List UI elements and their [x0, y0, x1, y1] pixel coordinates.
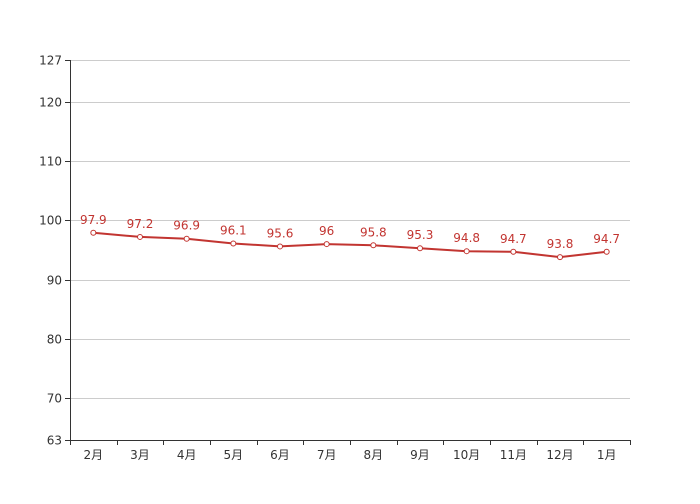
- data-label: 97.2: [127, 217, 154, 231]
- y-tick-label: 127: [39, 54, 62, 68]
- series-line: [93, 231, 607, 259]
- data-label: 96.9: [173, 219, 200, 233]
- y-tick-label: 63: [47, 434, 62, 448]
- y-tick-label: 120: [39, 96, 62, 110]
- data-label: 96: [319, 224, 334, 238]
- x-tick-label: 6月: [270, 448, 290, 462]
- y-tick-label: 70: [47, 392, 62, 406]
- y-tick-label: 80: [47, 333, 62, 347]
- data-point: [90, 229, 97, 236]
- data-point: [230, 240, 237, 247]
- data-label: 94.7: [500, 232, 527, 246]
- data-point: [417, 245, 423, 252]
- gridlines: [70, 60, 630, 399]
- data-point: [137, 233, 143, 240]
- data-point: [603, 248, 610, 255]
- x-tick-label: 10月: [453, 448, 480, 462]
- data-label: 95.6: [267, 226, 294, 240]
- y-tick-label: 100: [39, 214, 62, 228]
- data-point: [370, 242, 377, 249]
- data-label: 97.9: [80, 213, 107, 227]
- x-tick-label: 5月: [224, 448, 244, 462]
- data-point: [463, 248, 470, 255]
- x-tick-label: 11月: [500, 448, 527, 462]
- data-label: 94.8: [453, 231, 480, 245]
- x-tick-label: 12月: [546, 448, 573, 462]
- x-tick-label: 8月: [364, 448, 384, 462]
- data-point: [323, 241, 330, 248]
- data-point: [557, 254, 563, 261]
- data-point: [510, 248, 517, 255]
- x-tick-label: 1月: [597, 448, 617, 462]
- y-tick-label: 90: [47, 274, 62, 288]
- x-tick-label: 4月: [177, 448, 197, 462]
- data-label: 94.7: [593, 232, 620, 246]
- x-tick-label: 9月: [410, 448, 430, 462]
- x-tick-label: 2月: [84, 448, 104, 462]
- data-label: 93.8: [547, 237, 574, 251]
- data-point: [277, 243, 283, 250]
- x-tick-label: 3月: [130, 448, 150, 462]
- data-label: 96.1: [220, 223, 247, 237]
- y-tick-label: 110: [39, 155, 62, 169]
- data-label: 95.8: [360, 225, 387, 239]
- axes: 63 70 80 90 100 110 120 127 2月 3月 4月 5月 6月 7月 8月 9月 10月 1…: [39, 54, 631, 462]
- x-tick-label: 7月: [317, 448, 337, 462]
- series-layer: [90, 229, 610, 261]
- data-label: 95.3: [407, 228, 434, 242]
- data-labels: 97.9 97.2 96.9 96.1 95.6 96 95.8 95.3 94.8 94.7 93…: [80, 213, 620, 251]
- data-point: [183, 235, 190, 242]
